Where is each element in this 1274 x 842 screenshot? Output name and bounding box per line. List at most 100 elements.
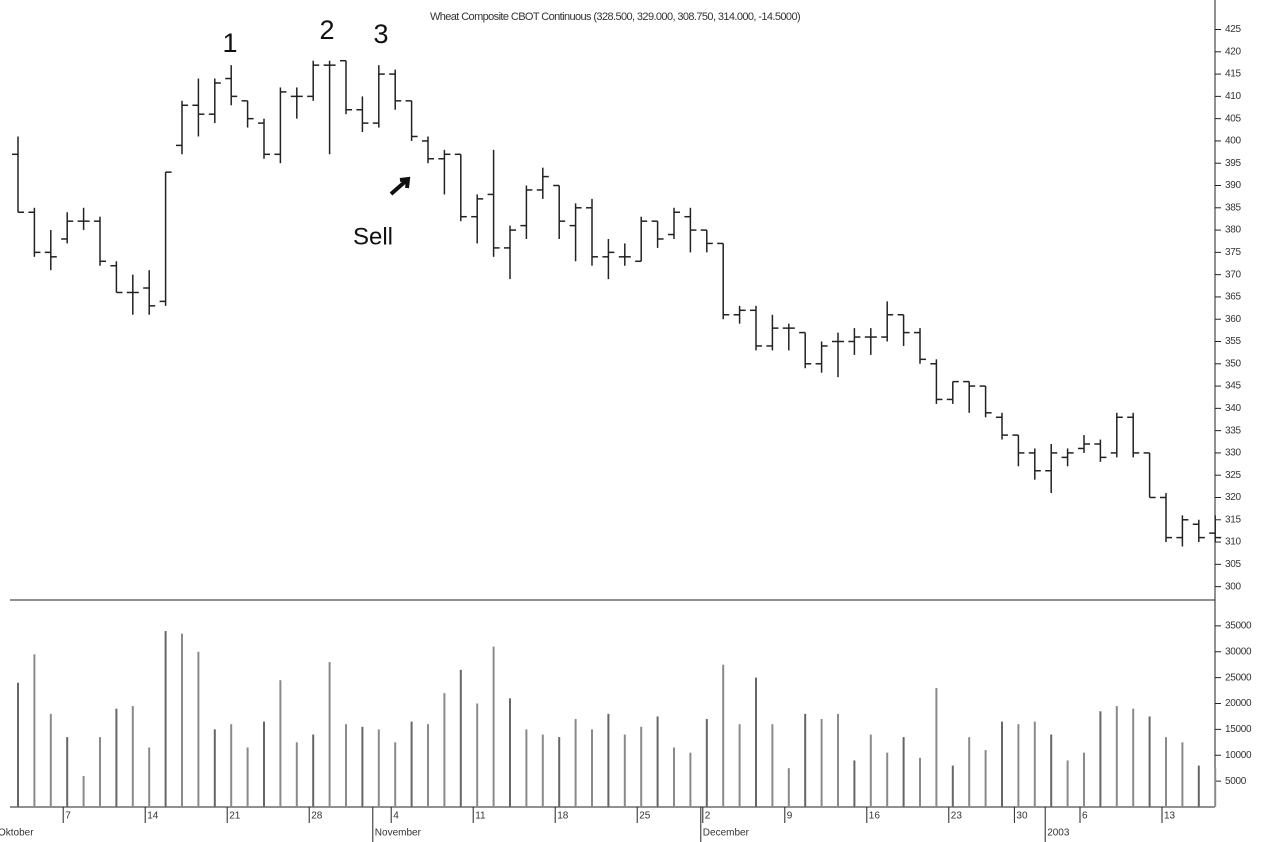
volume-bar [656,716,659,807]
volume-bar [345,724,347,807]
y-tick-label: 385 [1225,202,1242,213]
volume-bar [99,737,101,807]
volume-bar [1197,765,1200,807]
volume-bar [394,742,397,807]
x-tick-label: 4 [393,811,399,822]
y-tick-label: 345 [1225,381,1242,392]
y-tick-label: 365 [1225,292,1242,303]
volume-bar [574,719,577,807]
volume-bar [886,752,889,807]
volume-bar [213,729,216,807]
x-tick-label: 25 [639,811,651,822]
y-tick-label: 300 [1225,581,1242,592]
volume-bar [1033,721,1036,807]
volume-bar [197,651,200,807]
volume-bar [115,708,118,807]
x-tick-label: 13 [1164,811,1176,822]
annotation: 3 [373,19,388,49]
x-tick-label: 16 [869,811,881,822]
x-tick-label: 2 [705,811,711,822]
volume-bar [509,698,511,807]
volume-bar [673,747,675,807]
volume-bar [361,726,364,807]
x-tick-label: 18 [557,811,569,822]
volume-bar [837,713,839,807]
volume-bar [1017,724,1020,807]
volume-bar [738,724,741,807]
y-tick-label: 340 [1225,403,1242,414]
volume-bar [951,765,954,807]
volume-bar [591,729,593,807]
x-tick-label: 28 [311,811,323,822]
x-tick-label: 21 [229,811,241,822]
volume-bar [853,760,856,807]
y-tick-label: 35000 [1225,621,1252,632]
y-tick-label: 380 [1225,225,1242,236]
volume-bar [279,680,282,807]
volume-bar [869,734,872,807]
y-tick-label: 30000 [1225,646,1252,657]
x-group-label: November [375,828,422,839]
volume-bar [1115,706,1118,807]
volume-bar [66,737,69,807]
volume-bar [640,726,643,807]
y-tick-label: 390 [1225,180,1242,191]
y-tick-label: 405 [1225,113,1242,124]
x-tick-label: 30 [1016,811,1028,822]
y-tick-label: 335 [1225,425,1242,436]
volume-bar [459,669,462,807]
volume-bar [804,713,807,807]
volume-bar [1148,716,1151,807]
chart-title: Wheat Composite CBOT Continuous (328.500… [430,11,800,23]
volume-bar [148,747,151,807]
volume-bar [263,721,265,807]
volume-bar [1132,708,1135,807]
sell-arrow [389,176,411,196]
y-tick-label: 20000 [1225,698,1252,709]
x-group-label: Oktober [0,828,34,839]
x-tick-label: 9 [787,811,793,822]
y-tick-label: 315 [1225,514,1242,525]
volume-bar [722,664,725,807]
volume-bar [164,631,167,807]
x-tick-label: 6 [1082,811,1088,822]
y-tick-label: 395 [1225,158,1242,169]
volume-bar [1083,752,1085,807]
y-tick-label: 355 [1225,336,1242,347]
volume-bar [82,775,85,807]
annotation: Sell [353,223,393,250]
volume-bar [558,737,561,807]
volume-bar [131,706,134,807]
volume-bar [1066,760,1069,807]
volume-bar [410,721,413,807]
y-tick-label: 10000 [1225,750,1252,761]
x-group-label: December [703,828,750,839]
volume-bar [17,682,19,807]
volume-bar [623,734,626,807]
volume-bar [230,724,233,807]
volume-bar [984,750,987,807]
volume-bar [755,677,757,807]
volume-bar [935,687,938,807]
y-tick-label: 330 [1225,448,1242,459]
volume-bar [443,693,446,807]
y-tick-label: 25000 [1225,672,1252,683]
x-tick-label: 14 [147,811,159,822]
volume-bar [525,729,528,807]
y-tick-label: 415 [1225,69,1242,80]
volume-bar [689,752,692,807]
volume-bar [312,734,315,807]
y-tick-label: 360 [1225,314,1242,325]
annotation: 2 [319,15,334,45]
y-tick-label: 305 [1225,559,1242,570]
volume-bar [295,742,298,807]
volume-bar [919,757,921,807]
x-group-label: 2003 [1047,828,1070,839]
volume-bar [787,768,790,807]
volume-bar [820,719,823,807]
annotation: 1 [222,28,237,58]
volume-bar [377,729,380,807]
